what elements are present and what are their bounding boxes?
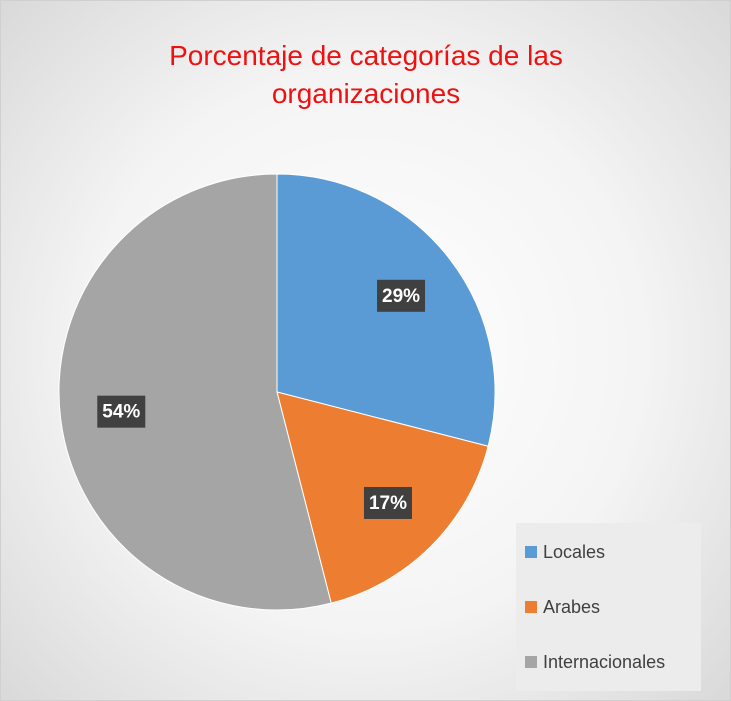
legend-label: Internacionales <box>543 652 665 672</box>
chart-title: Porcentaje de categorías de las organiza… <box>169 40 563 109</box>
legend-box <box>516 523 701 691</box>
legend-swatch <box>525 656 537 668</box>
data-label-box <box>377 279 426 312</box>
legend-label: Arabes <box>543 597 600 617</box>
legend-swatch <box>525 601 537 613</box>
data-label: 29% <box>382 286 420 307</box>
pie-slice <box>58 173 332 611</box>
data-label: 17% <box>369 493 407 514</box>
legend-swatch <box>525 546 537 558</box>
data-label-box <box>97 395 146 428</box>
data-label: 54% <box>102 402 140 423</box>
data-label-box <box>363 486 412 519</box>
legend-label: Locales <box>543 542 605 562</box>
